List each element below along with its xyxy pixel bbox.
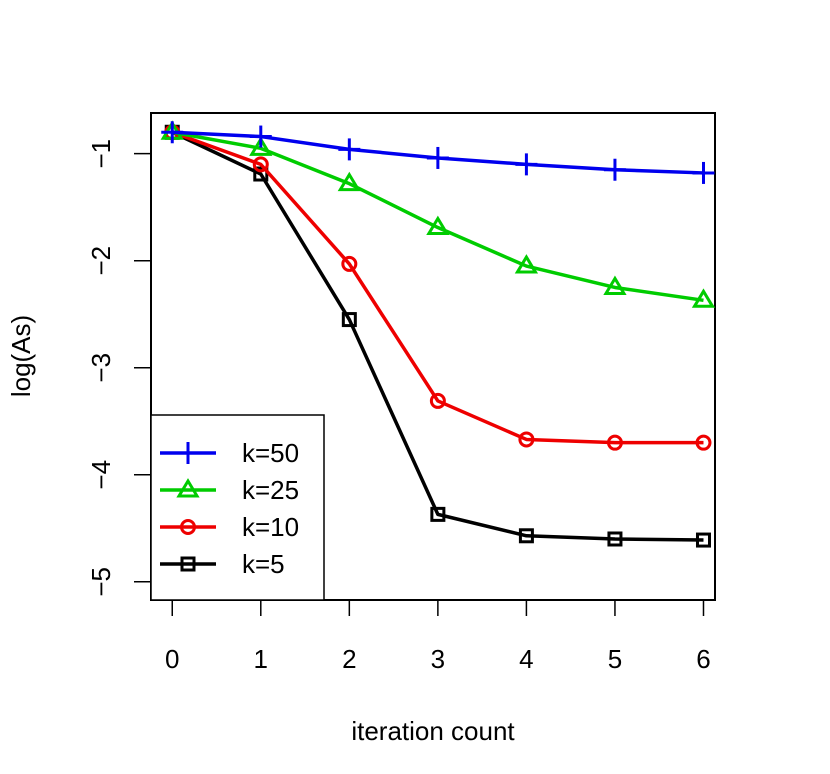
triangle-marker bbox=[603, 275, 627, 295]
x-tick-label: 2 bbox=[342, 644, 356, 674]
square-marker bbox=[518, 528, 534, 544]
circle-marker bbox=[252, 156, 269, 173]
series-line bbox=[171, 130, 704, 303]
series-line bbox=[171, 130, 704, 445]
square-marker bbox=[341, 312, 357, 328]
square-marker bbox=[253, 166, 269, 182]
x-tick-label: 0 bbox=[165, 644, 179, 674]
plus-marker bbox=[426, 146, 449, 169]
x-tick-label: 3 bbox=[431, 644, 445, 674]
y-tick-label: −2 bbox=[86, 246, 116, 276]
plus-marker bbox=[603, 158, 626, 181]
y-axis-label: log(As) bbox=[6, 315, 36, 397]
legend-entry: k=5 bbox=[160, 549, 285, 579]
x-axis: 0 1 2 3 4 5 6 bbox=[165, 599, 711, 674]
series-line bbox=[171, 130, 704, 542]
circle-marker bbox=[180, 519, 196, 535]
x-axis-label: iteration count bbox=[351, 716, 515, 746]
plus-marker bbox=[692, 161, 715, 184]
triangle-marker bbox=[426, 215, 450, 236]
legend: k=50 k=25 k=10 k=5 bbox=[150, 414, 325, 601]
y-tick-label: −1 bbox=[86, 139, 116, 169]
legend-label: k=25 bbox=[242, 475, 299, 505]
x-tick-label: 4 bbox=[519, 644, 533, 674]
legend-entry: k=50 bbox=[160, 438, 299, 468]
circle-marker bbox=[429, 392, 446, 409]
circle-marker bbox=[695, 434, 712, 451]
circle-marker bbox=[518, 431, 535, 448]
triangle-marker bbox=[337, 171, 361, 192]
legend-box bbox=[150, 414, 325, 601]
circle-marker bbox=[341, 255, 358, 272]
plus-marker bbox=[161, 121, 184, 144]
series-k=10 bbox=[164, 124, 712, 451]
legend-label: k=50 bbox=[242, 438, 299, 468]
legend-label: k=10 bbox=[242, 512, 299, 542]
square-marker bbox=[695, 532, 711, 548]
x-tick-label: 5 bbox=[608, 644, 622, 674]
x-tick-label: 1 bbox=[254, 644, 268, 674]
triangle-marker bbox=[249, 136, 273, 156]
triangle-marker bbox=[176, 478, 200, 498]
legend-entry: k=10 bbox=[160, 512, 299, 542]
triangle-marker bbox=[514, 254, 539, 274]
square-marker bbox=[430, 506, 446, 522]
square-marker bbox=[607, 531, 623, 547]
triangle-marker bbox=[691, 288, 716, 308]
y-tick-label: −3 bbox=[86, 353, 116, 383]
series-layer bbox=[160, 120, 716, 548]
square-marker bbox=[180, 556, 196, 572]
y-axis: −1 −2 −3 −4 −5 bbox=[86, 139, 152, 597]
plus-marker bbox=[177, 442, 199, 464]
legend-entry: k=25 bbox=[160, 475, 299, 505]
circle-marker bbox=[606, 434, 623, 451]
plus-marker bbox=[338, 138, 361, 161]
series-k=50 bbox=[161, 121, 715, 184]
legend-label: k=5 bbox=[242, 549, 285, 579]
y-tick-label: −4 bbox=[86, 460, 116, 490]
plus-marker bbox=[249, 125, 272, 148]
x-tick-label: 6 bbox=[696, 644, 710, 674]
y-tick-label: −5 bbox=[86, 567, 116, 597]
plus-marker bbox=[515, 153, 538, 176]
